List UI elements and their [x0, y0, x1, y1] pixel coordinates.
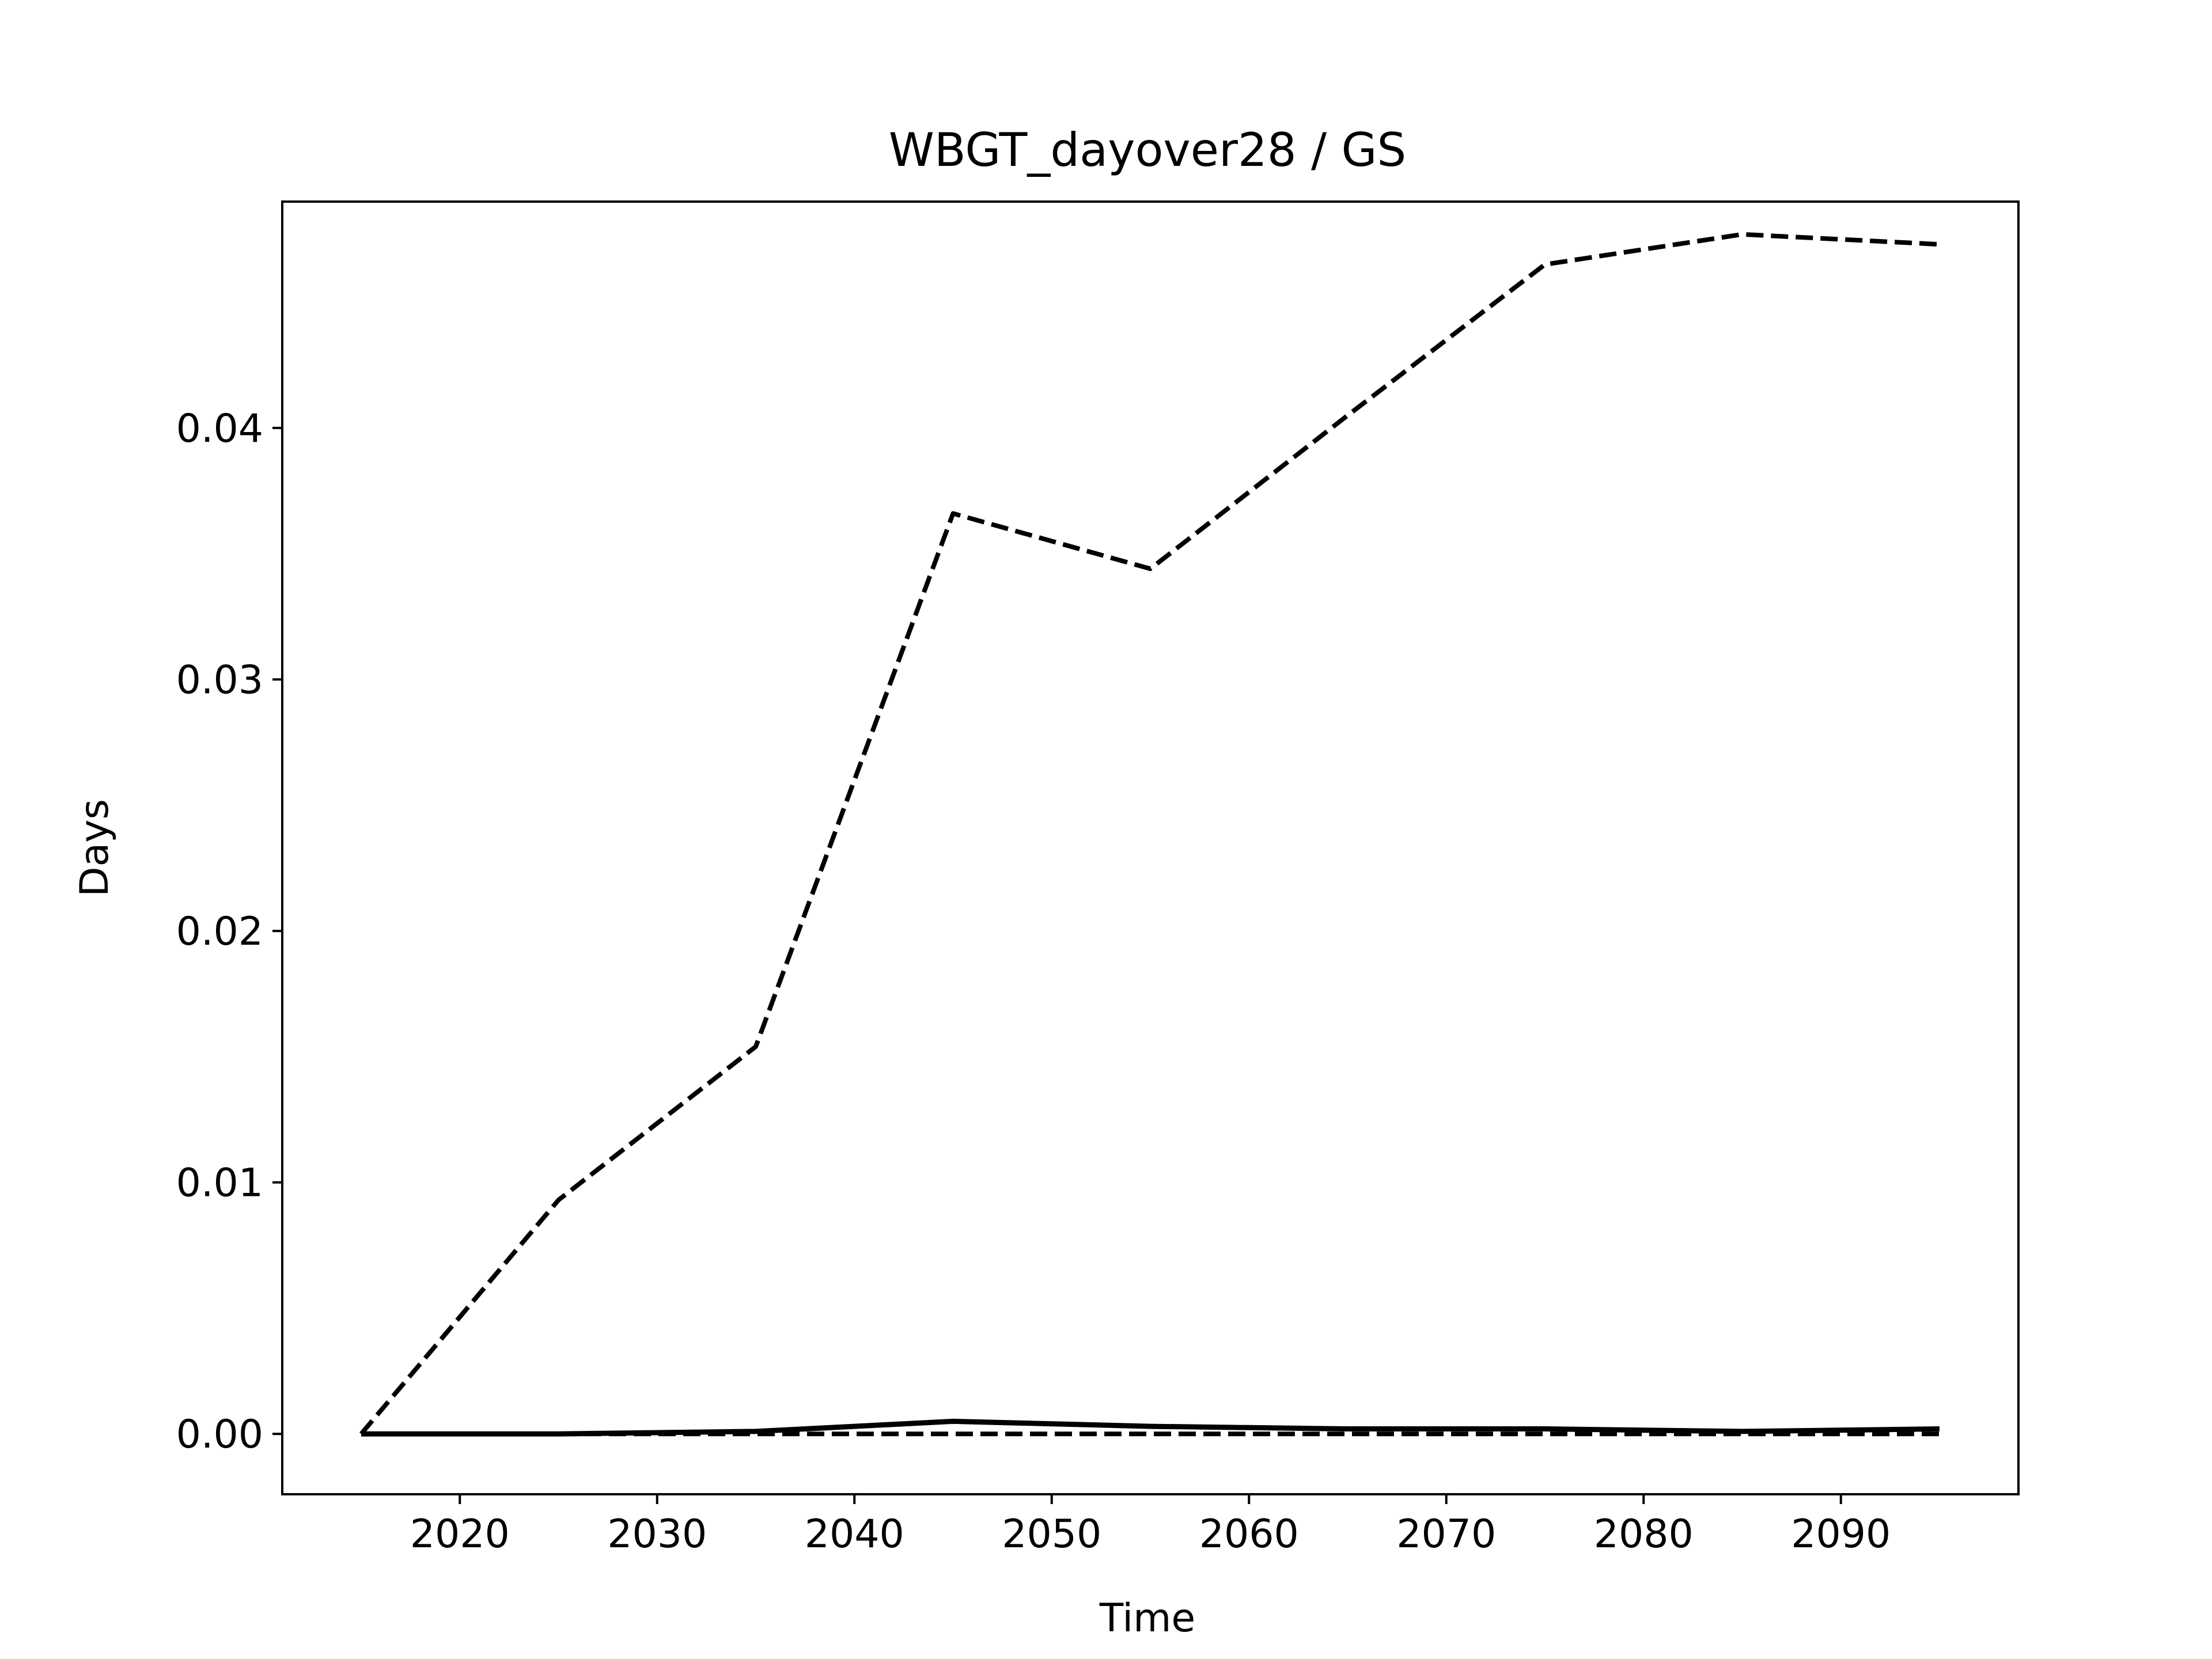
y-tick-label: 0.01: [176, 1161, 263, 1206]
y-tick-label: 0.03: [176, 657, 263, 703]
x-tick-label: 2050: [1002, 1512, 1101, 1557]
x-tick-label: 2020: [410, 1512, 510, 1557]
x-tick-label: 2060: [1199, 1512, 1299, 1557]
x-axis-label: Time: [1099, 1596, 1195, 1641]
plot-area: [359, 232, 1940, 1437]
axes-frame: [281, 200, 2020, 1495]
series-line-1: [359, 232, 1940, 1435]
x-tick-label: 2080: [1594, 1512, 1694, 1557]
x-tick-label: 2070: [1396, 1512, 1496, 1557]
x-axis: 2020 2030 2040 2050 2060 2070 2080 2090: [410, 1494, 1891, 1557]
y-axis: 0.00 0.01 0.02 0.03 0.04: [176, 406, 282, 1457]
y-tick-label: 0.00: [176, 1412, 263, 1457]
y-tick-label: 0.02: [176, 909, 263, 955]
x-tick-label: 2040: [805, 1512, 904, 1557]
y-axis-label: Days: [72, 799, 118, 897]
y-tick-label: 0.04: [176, 406, 263, 452]
x-tick-label: 2090: [1791, 1512, 1891, 1557]
x-tick-label: 2030: [607, 1512, 707, 1557]
chart-title: WBGT_dayover28 / GS: [889, 123, 1407, 177]
